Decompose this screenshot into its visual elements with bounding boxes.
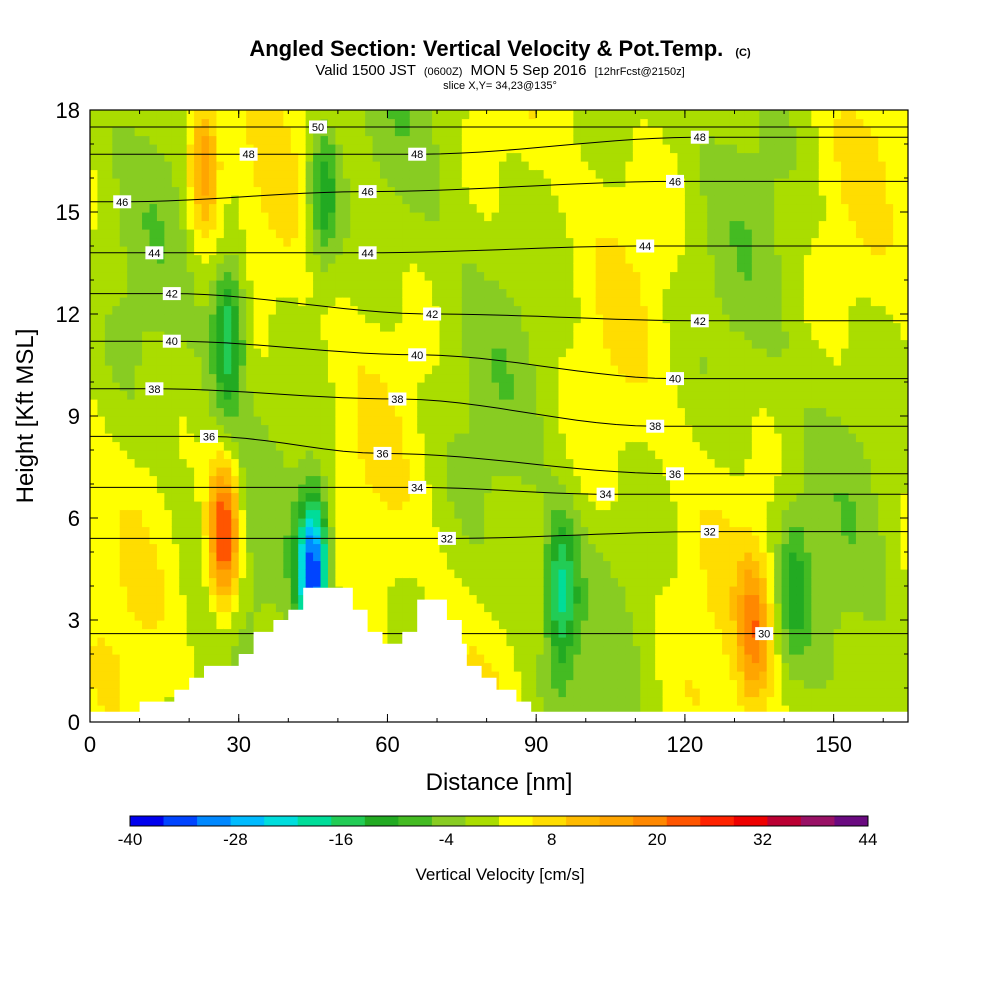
colorbar-segment xyxy=(533,816,567,826)
colorbar-segment xyxy=(667,816,701,826)
colorbar-tick-label: -4 xyxy=(439,830,454,849)
colorbar-tick-label: -28 xyxy=(223,830,248,849)
colorbar-segment xyxy=(331,816,365,826)
colorbar-segment xyxy=(767,816,801,826)
colorbar-segment xyxy=(298,816,332,826)
y-tick-label: 0 xyxy=(68,710,80,735)
colorbar-segment xyxy=(499,816,533,826)
contour-label: 38 xyxy=(646,420,664,434)
x-tick-label: 30 xyxy=(226,732,250,757)
chart-title: Angled Section: Vertical Velocity & Pot.… xyxy=(249,36,751,61)
colorbar-segment xyxy=(834,816,868,826)
contour-label: 42 xyxy=(163,287,181,301)
x-tick-label: 150 xyxy=(815,732,852,757)
y-axis-label: Height [Kft MSL] xyxy=(12,329,39,504)
colorbar-segment xyxy=(566,816,600,826)
contour-label: 34 xyxy=(597,488,615,502)
y-tick-label: 3 xyxy=(68,608,80,633)
contour-label: 38 xyxy=(145,382,163,396)
x-tick-label: 90 xyxy=(524,732,548,757)
y-tick-label: 15 xyxy=(56,200,80,225)
colorbar-segment xyxy=(700,816,734,826)
contour-label: 34 xyxy=(408,481,426,495)
contour-label: 48 xyxy=(691,131,709,145)
colorbar-tick-label: -16 xyxy=(329,830,354,849)
colorbar-segment xyxy=(231,816,265,826)
contour-label: 32 xyxy=(701,525,719,539)
contour-label: 44 xyxy=(359,246,377,259)
x-axis-label: Distance [nm] xyxy=(426,769,573,796)
contour-label: 36 xyxy=(374,447,392,461)
x-tick-label: 60 xyxy=(375,732,399,757)
contour-label: 42 xyxy=(423,308,441,322)
colorbar-segment xyxy=(130,816,164,826)
contour-label: 40 xyxy=(408,348,426,362)
contour-label: 38 xyxy=(388,393,406,407)
contour-label: 36 xyxy=(200,430,218,444)
contour-label: 44 xyxy=(636,240,654,254)
colorbar-segment xyxy=(432,816,466,826)
colorbar-segment xyxy=(365,816,399,826)
colorbar-segment xyxy=(734,816,768,826)
colorbar-segment xyxy=(801,816,835,826)
colorbar-ticks: -40 -28 -16 -4 8 20 32 44 xyxy=(118,830,878,849)
contour-label: 46 xyxy=(359,185,377,199)
colorbar-tick-label: -40 xyxy=(118,830,143,849)
contour-label: 48 xyxy=(240,148,258,162)
y-tick-label: 18 xyxy=(56,98,80,123)
colorbar-segment xyxy=(164,816,198,826)
colorbar-label: Vertical Velocity [cm/s] xyxy=(415,865,584,884)
colorbar-segment xyxy=(465,816,499,826)
contour-label: 30 xyxy=(755,627,773,641)
colorbar-tick-label: 8 xyxy=(547,830,556,849)
slice-label: slice X,Y= 34,23@135° xyxy=(443,80,557,92)
contour-label: 50 xyxy=(309,121,327,135)
contour-label: 36 xyxy=(666,467,684,481)
x-tick-label: 0 xyxy=(84,732,96,757)
contour-label: 48 xyxy=(408,148,426,162)
colorbar-tick-label: 20 xyxy=(648,830,667,849)
colorbar-segment xyxy=(398,816,432,826)
y-tick-label: 12 xyxy=(56,302,80,327)
contour-label: 32 xyxy=(438,532,456,546)
cross-section-chart: Angled Section: Vertical Velocity & Pot.… xyxy=(0,0,1000,1000)
y-tick-label: 6 xyxy=(68,506,80,531)
contour-label: 46 xyxy=(113,195,131,209)
chart-subtitle: Valid 1500 JST (0600Z) MON 5 Sep 2016 [1… xyxy=(315,62,684,79)
contour-label: 44 xyxy=(145,246,163,259)
contour-label: 42 xyxy=(691,314,709,328)
y-tick-label: 9 xyxy=(68,404,80,429)
colorbar-tick-label: 44 xyxy=(859,830,878,849)
colorbar-segment xyxy=(264,816,298,826)
x-tick-label: 120 xyxy=(667,732,704,757)
velocity-field xyxy=(90,110,909,723)
contour-label: 40 xyxy=(666,372,684,386)
colorbar xyxy=(130,816,868,826)
colorbar-segment xyxy=(197,816,231,826)
contour-label: 46 xyxy=(666,175,684,189)
colorbar-tick-label: 32 xyxy=(753,830,772,849)
colorbar-segment xyxy=(600,816,634,826)
colorbar-segment xyxy=(633,816,667,826)
contour-label: 40 xyxy=(163,335,181,349)
